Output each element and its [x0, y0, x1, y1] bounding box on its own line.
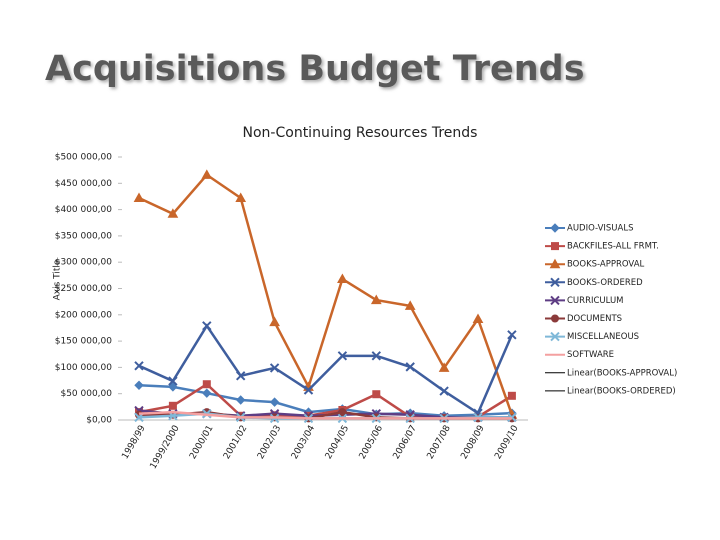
legend-label: BACKFILES-ALL FRMT. — [567, 242, 659, 252]
point — [167, 208, 179, 218]
legend-label: CURRICULUM — [567, 296, 624, 306]
y-tick-label: $200 000,00 — [55, 310, 113, 320]
y-tick-label: $450 000,00 — [55, 179, 113, 189]
point — [235, 395, 246, 405]
point — [507, 391, 516, 400]
x-tick-label: 2004/05 — [324, 424, 351, 461]
point — [269, 397, 280, 407]
legend-marker — [549, 258, 561, 269]
point — [168, 401, 177, 410]
y-axis-title: Axis Title — [53, 259, 63, 300]
x-tick-label: 2005/06 — [358, 424, 385, 462]
legend-label: Linear(BOOKS-APPROVAL) — [567, 368, 677, 378]
point — [405, 362, 415, 372]
point — [134, 361, 144, 371]
legend-label: BOOKS-ORDERED — [567, 278, 643, 288]
series-line — [138, 323, 514, 416]
x-tick-label: 2000/01 — [188, 424, 215, 461]
point — [507, 330, 517, 340]
point — [269, 363, 280, 373]
x-tick-label: 1998/99 — [120, 424, 147, 462]
legend-marker — [551, 314, 559, 323]
y-tick-label: $300 000,00 — [55, 258, 113, 268]
y-tick-label: $400 000,00 — [55, 205, 113, 215]
y-tick-label: $50 000,00 — [60, 389, 112, 399]
y-tick-label: $250 000,00 — [55, 284, 113, 294]
y-tick-label: $100 000,00 — [55, 363, 113, 373]
point — [372, 390, 381, 399]
x-tick-label: 2008/09 — [459, 424, 486, 462]
point — [371, 351, 382, 361]
x-tick-label: 2006/07 — [392, 424, 419, 461]
legend-marker — [550, 223, 560, 233]
point — [134, 380, 144, 390]
legend-marker — [551, 242, 559, 251]
x-tick-label: 2002/03 — [256, 424, 283, 461]
x-tick-label: 2009/10 — [493, 424, 520, 462]
point — [269, 316, 280, 327]
legend-marker — [550, 295, 560, 306]
point — [337, 351, 348, 361]
point — [337, 273, 348, 284]
slide-title: Acquisitions Budget Trends — [45, 49, 585, 89]
legend-label: BOOKS-APPROVAL — [567, 260, 645, 270]
x-tick-label: 2001/02 — [222, 424, 249, 461]
point — [472, 313, 484, 324]
point — [235, 371, 246, 381]
y-tick-label: $0,00 — [86, 416, 112, 426]
point — [439, 386, 449, 396]
point — [168, 376, 178, 386]
series-line — [138, 410, 512, 420]
legend-label: Linear(BOOKS-ORDERED) — [567, 386, 676, 396]
y-tick-label: $350 000,00 — [55, 231, 113, 241]
legend-marker — [550, 331, 560, 342]
point — [303, 385, 314, 395]
legend-label: AUDIO-VISUALS — [567, 224, 633, 234]
point — [338, 408, 347, 417]
point — [404, 300, 416, 310]
legend-label: SOFTWARE — [567, 350, 614, 360]
legend-label: MISCELLANEOUS — [567, 332, 639, 342]
point — [370, 294, 382, 305]
point — [202, 380, 211, 389]
point — [201, 169, 213, 179]
x-tick-label: 2003/04 — [290, 424, 317, 462]
point — [438, 362, 450, 372]
x-tick-label: 2007/08 — [426, 424, 453, 462]
legend-marker — [550, 277, 560, 288]
chart-title: Non-Continuing Resources Trends — [243, 125, 478, 141]
point — [235, 192, 247, 203]
series-line — [138, 384, 512, 418]
point — [133, 192, 145, 203]
y-tick-label: $500 000,00 — [55, 153, 113, 163]
point — [202, 321, 212, 331]
y-tick-label: $150 000,00 — [55, 337, 113, 347]
series-line — [138, 173, 514, 416]
point — [202, 388, 212, 398]
x-tick-label: 1999/2000 — [149, 424, 182, 472]
point — [168, 382, 178, 392]
legend-label: DOCUMENTS — [567, 314, 622, 324]
